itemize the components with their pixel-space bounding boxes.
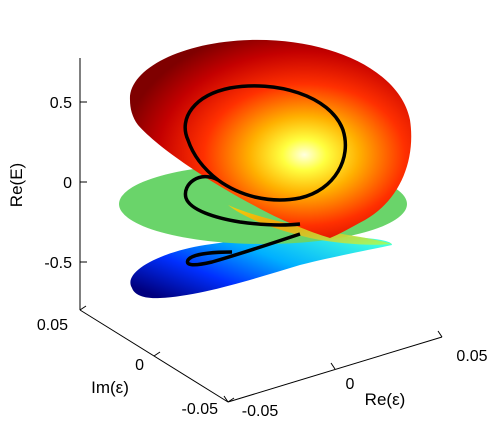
black-curve (183, 84, 348, 267)
x-tick (330, 362, 336, 370)
axis-labels: Re(E) Im(ε) Re(ε) (7, 163, 405, 409)
x-axis-line (227, 336, 443, 403)
x-tick (437, 330, 443, 338)
x-ticks (223, 330, 443, 403)
y-tick (153, 351, 161, 357)
z-tick-label: -0.5 (44, 255, 72, 272)
y-tick-label: 0.05 (37, 317, 68, 334)
y-tick (227, 397, 235, 403)
y-axis-label: Im(ε) (91, 378, 129, 397)
y-tick-label: 0 (135, 357, 144, 374)
lower-sheet-surface (130, 235, 392, 299)
x-tick (223, 395, 229, 403)
upper-sheet-surface (129, 39, 412, 239)
z-axis-label: Re(E) (7, 163, 26, 207)
funnel-surface (228, 205, 392, 245)
y-tick-label: -0.05 (182, 401, 219, 418)
x-tick-label: 0.05 (456, 348, 487, 365)
x-tick-label: -0.05 (242, 403, 279, 420)
curve-lower-section (185, 232, 301, 267)
y-ticks (79, 305, 235, 403)
curve-middle-section (183, 174, 301, 227)
x-axis-label: Re(ε) (365, 390, 406, 409)
x-tick-label: 0 (346, 376, 355, 393)
z-tick-label: 0 (63, 175, 72, 192)
curve-upper-loop (183, 84, 348, 202)
y-tick (79, 305, 87, 311)
z-ticks (80, 101, 87, 263)
tick-labels: -0.5 0 0.5 -0.05 0 0.05 -0.05 0 0.05 (37, 95, 488, 420)
z-tick-label: 0.5 (50, 95, 72, 112)
